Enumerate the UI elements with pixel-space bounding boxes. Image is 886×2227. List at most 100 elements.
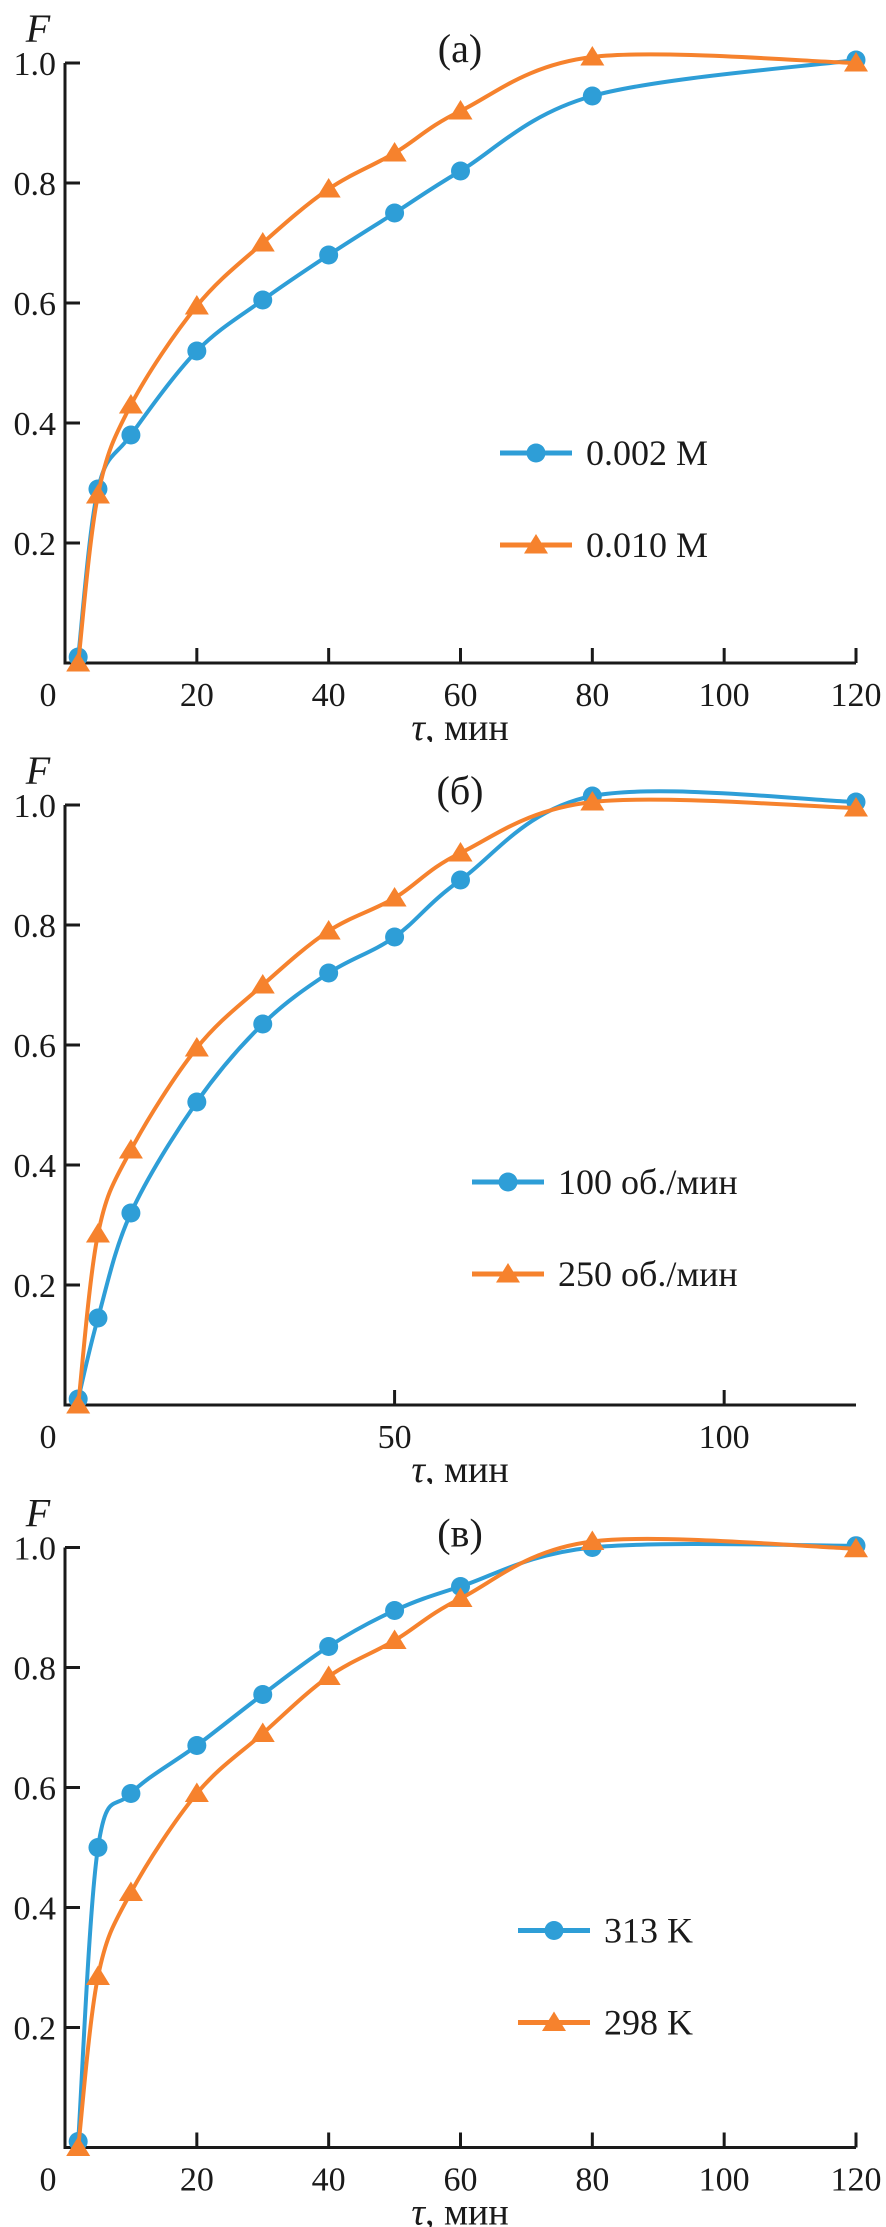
data-point-triangle-marker <box>448 842 473 862</box>
data-point-triangle-marker <box>118 1881 143 1901</box>
y-tick-label: 0.4 <box>14 1891 57 1928</box>
data-point-triangle-marker <box>382 142 407 162</box>
data-point-circle-marker <box>88 1308 108 1328</box>
data-point-circle-marker <box>544 1921 564 1940</box>
data-point-circle-marker <box>451 870 470 890</box>
panel-v-wrap: F (в) 0.2 0.4 0.6 0.8 1.0 0 20 40 60 80 100 120 τ, мин… <box>0 1484 886 2227</box>
data-point-circle-marker <box>385 927 405 947</box>
axis-lines <box>63 1547 856 2149</box>
data-point-circle-marker <box>253 1685 273 1704</box>
data-point-triangle-marker <box>250 232 275 252</box>
data-point-circle-marker <box>319 1637 339 1656</box>
x-tick-label: 60 <box>444 2162 478 2199</box>
data-point-triangle-marker <box>316 178 341 198</box>
data-point-circle-marker <box>187 1092 207 1112</box>
data-point-triangle-marker <box>250 974 275 994</box>
x-tick-label: 100 <box>699 2162 750 2199</box>
y-tick-label: 1.0 <box>14 1531 57 1568</box>
y-tick-label: 0.2 <box>14 1268 57 1305</box>
x-axis-title: τ, мин <box>411 2192 508 2227</box>
data-point-triangle-marker <box>448 100 473 120</box>
y-axis-title: F <box>25 6 51 51</box>
data-point-triangle-marker <box>66 1394 91 1414</box>
data-point-triangle-marker <box>844 797 868 817</box>
data-point-circle-marker <box>451 1577 470 1596</box>
x-tick-label: 120 <box>831 2162 882 2199</box>
x-tick-label: 0 <box>40 2162 57 2199</box>
x-tick-label: 100 <box>699 677 750 714</box>
data-point-triangle-marker <box>496 1263 520 1283</box>
y-tick-label: 1.0 <box>14 788 57 825</box>
data-point-circle-marker <box>253 290 273 310</box>
y-tick-label: 0.4 <box>14 406 57 443</box>
x-tick-label: 20 <box>180 2162 214 2199</box>
data-point-triangle-marker <box>184 1782 209 1802</box>
y-axis-title: F <box>25 1491 51 1536</box>
panel-label: (в) <box>437 1511 483 1556</box>
panel-a-wrap: F (а) 0.2 0.4 0.6 0.8 1.0 0 20 40 60 80 100 120 τ, мин… <box>0 0 886 742</box>
y-tick-label: 0.8 <box>14 166 57 203</box>
y-tick-label: 0.6 <box>14 1771 57 1808</box>
y-tick-label: 0.4 <box>14 1148 57 1185</box>
x-tick-label: 80 <box>575 2162 609 2199</box>
data-point-circle-marker <box>526 443 546 463</box>
x-tick-label: 100 <box>699 1419 750 1456</box>
y-tick-label: 0.8 <box>14 908 57 945</box>
data-point-circle-marker <box>187 1736 207 1755</box>
data-point-triangle-marker <box>184 295 209 315</box>
legend-label: 298 K <box>604 2003 693 2043</box>
x-tick-label: 20 <box>180 677 214 714</box>
data-point-triangle-marker <box>542 2011 566 2031</box>
legend-label: 0.010 M <box>586 525 708 565</box>
y-tick-label: 0.2 <box>14 526 57 563</box>
data-point-triangle-marker <box>118 1139 143 1159</box>
y-axis-title: F <box>25 748 51 793</box>
panel-a-chart: F (а) 0.2 0.4 0.6 0.8 1.0 0 20 40 60 80 100 120 τ, мин… <box>14 6 882 742</box>
y-tick-label: 0.6 <box>14 1028 57 1065</box>
data-point-triangle-marker <box>448 1587 473 1607</box>
x-tick-label: 120 <box>831 677 882 714</box>
x-axis-title: τ, мин <box>411 1449 508 1484</box>
data-point-triangle-marker <box>250 1722 275 1742</box>
data-point-triangle-marker <box>66 2136 91 2156</box>
x-tick-label: 0 <box>40 677 57 714</box>
series-line-blue <box>76 1542 858 2144</box>
y-tick-label: 0.8 <box>14 1651 57 1688</box>
data-point-triangle-marker <box>844 52 868 72</box>
x-axis-title: τ, мин <box>411 707 508 742</box>
data-point-triangle-marker <box>85 1965 110 1985</box>
data-point-triangle-marker <box>844 1537 868 1558</box>
data-point-triangle-marker <box>580 791 605 811</box>
data-point-circle-marker <box>451 161 470 181</box>
panel-label: (а) <box>438 26 482 71</box>
legend-label: 0.002 M <box>586 433 708 473</box>
panel-v-chart: F (в) 0.2 0.4 0.6 0.8 1.0 0 20 40 60 80 100 120 τ, мин… <box>14 1491 882 2227</box>
data-point-triangle-marker <box>524 534 548 554</box>
data-point-circle-marker <box>498 1172 518 1192</box>
x-tick-label: 60 <box>444 677 478 714</box>
data-point-triangle-marker <box>316 920 341 940</box>
data-point-triangle-marker <box>382 887 407 907</box>
y-tick-label: 0.2 <box>14 2011 57 2048</box>
data-point-triangle-marker <box>580 1530 605 1550</box>
x-tick-label: 80 <box>575 677 609 714</box>
data-point-circle-marker <box>385 1601 405 1620</box>
data-point-circle-marker <box>385 203 405 223</box>
data-point-triangle-marker <box>85 1223 110 1243</box>
legend-label: 313 K <box>604 1911 693 1951</box>
data-point-triangle-marker <box>580 46 605 66</box>
x-tick-label: 0 <box>40 1419 57 1456</box>
data-point-circle-marker <box>319 245 339 265</box>
data-point-triangle-marker <box>66 652 91 672</box>
data-point-circle-marker <box>253 1014 273 1034</box>
data-point-circle-marker <box>88 1838 108 1857</box>
series-line-orange <box>76 1536 858 2150</box>
data-point-triangle-marker <box>118 394 143 414</box>
panel-label: (б) <box>437 768 484 813</box>
x-tick-label: 40 <box>312 2162 346 2199</box>
data-point-circle-marker <box>187 341 207 361</box>
data-point-circle-marker <box>582 86 602 106</box>
x-tick-label: 40 <box>312 677 346 714</box>
axis-lines <box>63 805 856 1407</box>
